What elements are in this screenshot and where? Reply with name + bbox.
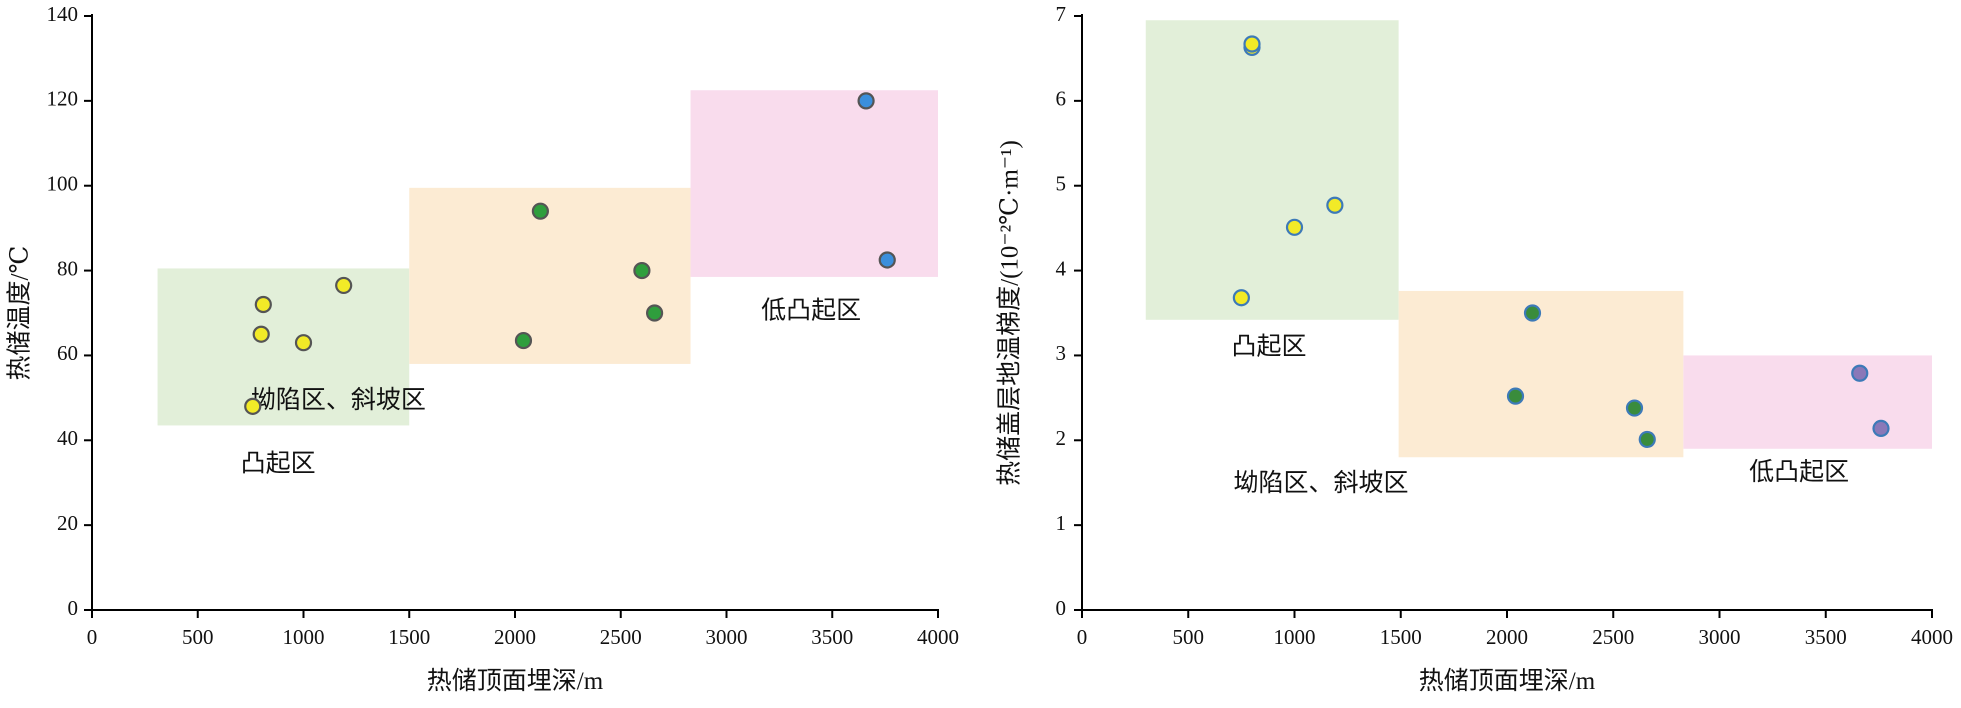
data-point-2-3-1 (1851, 364, 1869, 382)
y-tick-label-1-5: 100 (47, 172, 79, 196)
region-label-2-2: 坳陷区、斜坡区 (1234, 469, 1409, 497)
x-tick-label-2-0: 0 (1077, 625, 1088, 649)
y-tick-label-1-1: 20 (57, 511, 78, 535)
x-tick-label-2-2: 1000 (1274, 625, 1316, 649)
data-point-2-1-3 (1243, 35, 1261, 53)
region-label-1-2: 坳陷区、斜坡区 (251, 386, 426, 414)
x-tick-label-1-7: 3500 (811, 625, 853, 649)
x-tick-label-2-3: 1500 (1380, 625, 1422, 649)
x-tick-label-1-2: 1000 (283, 625, 325, 649)
region-label-1-3: 低凸起区 (761, 297, 861, 325)
x-tick-label-2-6: 3000 (1699, 625, 1741, 649)
y-tick-label-1-3: 60 (57, 341, 78, 365)
data-point-2-1-4 (1285, 218, 1304, 236)
data-point-2-3-2 (1872, 419, 1890, 438)
data-point-1-2-4 (645, 304, 664, 322)
y-tick-label-1-6: 120 (47, 87, 79, 111)
x-tick-label-2-8: 4000 (1911, 625, 1953, 649)
region-label-2-3: 低凸起区 (1749, 458, 1849, 486)
x-tick-label-1-4: 2000 (494, 625, 536, 649)
data-point-1-3-1 (857, 92, 875, 110)
region-shade-1-3 (690, 90, 938, 277)
data-point-2-1-5 (1326, 196, 1344, 214)
data-point-1-3-2 (878, 251, 896, 269)
x-tick-label-1-8: 4000 (917, 625, 959, 649)
data-point-1-2-1 (514, 331, 533, 350)
y-tick-label-2-2: 2 (1056, 426, 1067, 450)
y-tick-label-2-0: 0 (1056, 596, 1067, 620)
y-tick-label-2-1: 1 (1056, 511, 1067, 535)
x-tick-label-1-1: 500 (182, 625, 214, 649)
y-tick-label-2-6: 6 (1056, 87, 1067, 111)
y-axis-title-1: 热储温度/℃ (6, 246, 34, 381)
region-shade-2-1 (1145, 20, 1399, 320)
region-shade-2-3 (1683, 355, 1932, 449)
x-tick-label-1-3: 1500 (388, 625, 430, 649)
y-tick-label-2-4: 4 (1056, 256, 1067, 280)
data-point-2-2-3 (1625, 399, 1644, 417)
x-axis-title-2: 热储顶面埋深/m (1419, 667, 1596, 695)
data-point-1-1-1 (244, 397, 262, 415)
y-tick-label-2-3: 3 (1056, 341, 1067, 365)
x-tick-label-2-4: 2000 (1486, 625, 1528, 649)
x-axis-title-1: 热储顶面埋深/m (427, 667, 604, 695)
y-tick-label-2-5: 5 (1056, 172, 1067, 196)
data-point-1-2-2 (531, 202, 549, 220)
data-point-1-1-3 (254, 295, 272, 314)
region-shade-2-2 (1398, 290, 1684, 458)
y-tick-label-1-2: 40 (57, 426, 78, 450)
data-point-1-1-5 (335, 276, 353, 295)
data-point-2-2-2 (1523, 304, 1542, 322)
y-tick-label-1-7: 140 (47, 2, 79, 26)
x-tick-label-2-7: 3500 (1805, 625, 1847, 649)
x-tick-label-2-5: 2500 (1592, 625, 1634, 649)
y-axis-title-2: 热储盖层地温梯度/(10⁻²℃·m⁻¹) (996, 140, 1024, 486)
region-shade-1-1 (157, 268, 410, 426)
y-tick-label-1-0: 0 (68, 596, 79, 620)
region-label-2-1: 凸起区 (1231, 332, 1306, 360)
data-point-1-2-3 (633, 261, 651, 280)
data-point-2-2-1 (1506, 387, 1525, 405)
x-tick-label-1-5: 2500 (600, 625, 642, 649)
data-point-1-1-2 (252, 325, 270, 343)
x-tick-label-1-6: 3000 (706, 625, 748, 649)
y-tick-label-2-7: 7 (1056, 2, 1067, 26)
x-tick-label-1-0: 0 (87, 625, 98, 649)
data-point-1-1-4 (294, 334, 313, 352)
region-label-1-1: 凸起区 (241, 449, 316, 477)
x-tick-label-2-1: 500 (1173, 625, 1205, 649)
data-point-2-2-4 (1638, 430, 1656, 449)
data-point-2-1-1 (1232, 289, 1250, 307)
y-tick-label-1-4: 80 (57, 256, 78, 280)
